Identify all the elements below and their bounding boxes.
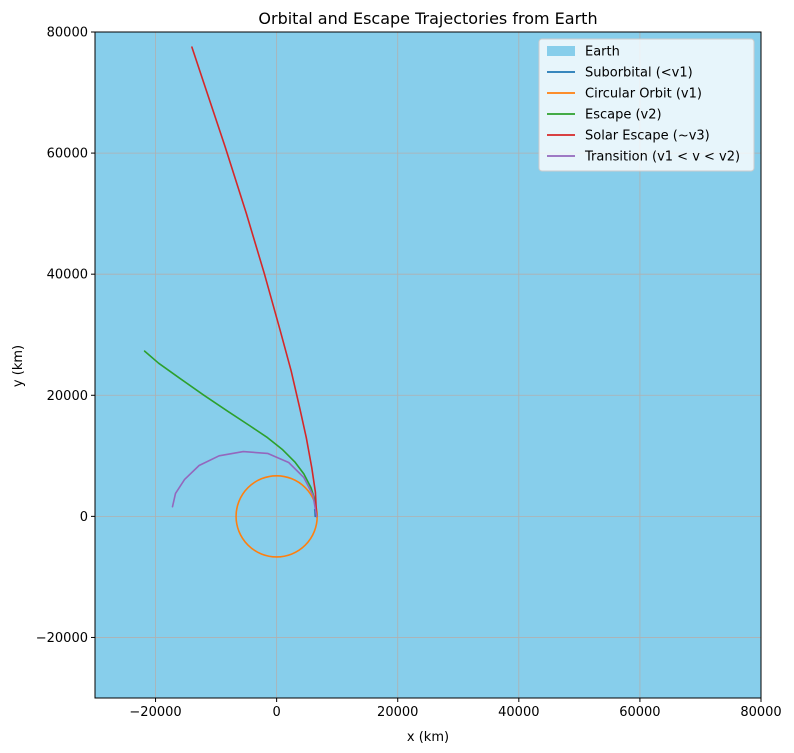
- y-tick-label: 0: [80, 510, 88, 525]
- x-tick-label: 0: [272, 705, 280, 720]
- x-tick-label: 40000: [498, 705, 539, 720]
- series-escape-v2: [143, 350, 318, 518]
- legend: Earth Suborbital (<v1) Circular Orbit (v1)…: [538, 38, 755, 172]
- legend-label: Earth: [585, 45, 620, 60]
- legend-box: [538, 38, 755, 172]
- y-tick-label: −20000: [36, 631, 88, 646]
- y-tick-label: 80000: [47, 26, 88, 41]
- x-tick-label: −20000: [129, 705, 181, 720]
- legend-swatch: [547, 46, 575, 56]
- plot-frame: [94, 31, 762, 699]
- x-tick-label: 80000: [740, 705, 781, 720]
- x-axis-label: x (km): [407, 730, 449, 745]
- y-tick-label: 40000: [47, 268, 88, 283]
- series-solar-escape-v3: [191, 46, 318, 518]
- x-axis-ticks: −20000 0 20000 40000 60000 80000: [129, 698, 782, 720]
- y-tick-label: 20000: [47, 389, 88, 404]
- legend-label: Circular Orbit (v1): [585, 87, 702, 102]
- y-tick-label: 60000: [47, 147, 88, 162]
- series-lines: [143, 46, 319, 558]
- x-tick-label: 20000: [377, 705, 418, 720]
- legend-label: Transition (v1 < v < v2): [584, 150, 740, 165]
- legend-label: Escape (v2): [585, 108, 662, 123]
- series-transition-v1-v-v2: [171, 450, 318, 518]
- x-tick-label: 60000: [619, 705, 660, 720]
- chart-title: Orbital and Escape Trajectories from Ear…: [258, 9, 597, 28]
- y-axis-label: y (km): [11, 345, 26, 387]
- y-axis-ticks: −20000 0 20000 40000 60000 80000: [36, 26, 95, 646]
- legend-label: Solar Escape (~v3): [585, 129, 710, 144]
- legend-label: Suborbital (<v1): [585, 66, 693, 81]
